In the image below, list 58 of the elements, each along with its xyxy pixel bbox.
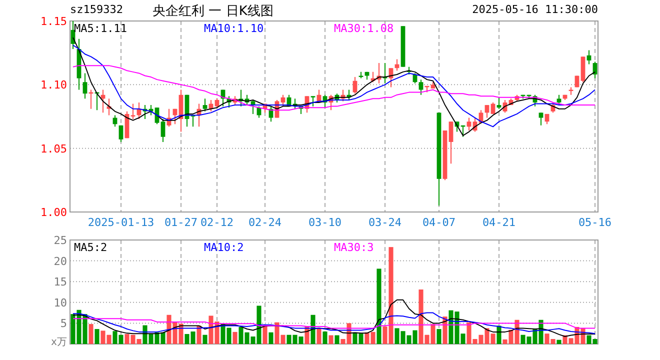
x-tick-label: 01-27	[164, 216, 198, 229]
candlestick	[82, 72, 88, 100]
y-tick-label: 20	[54, 254, 67, 268]
text: MA30:1.08	[334, 22, 394, 35]
x-tick-label: 02-24	[248, 216, 282, 229]
bar	[322, 332, 328, 344]
y-tick-label: 1.15	[40, 15, 67, 28]
bar	[328, 335, 334, 344]
x-tick-label: 05-16	[578, 216, 612, 229]
text: MA5:2	[74, 241, 108, 254]
candlestick	[556, 94, 562, 106]
y-tick-label: 15	[54, 276, 67, 289]
chart-title: 央企红利 一 日K线图	[152, 4, 274, 19]
y-tick-label: 25	[54, 234, 67, 247]
bar	[88, 324, 94, 344]
bar	[202, 334, 208, 344]
text: MA30:3	[334, 241, 374, 254]
bar	[232, 332, 238, 344]
candlestick	[352, 76, 358, 94]
bar	[262, 326, 268, 344]
bar	[268, 332, 274, 344]
x-tick-label: 04-21	[482, 216, 516, 229]
text: MA10:1.10	[204, 22, 264, 35]
y-tick-label: 1.10	[40, 78, 67, 92]
bar	[376, 268, 382, 344]
bar	[94, 329, 100, 344]
y-tick-label: 5	[60, 317, 67, 330]
y-tick-label: 1.05	[40, 142, 67, 156]
y-tick-label: 1.00	[40, 206, 67, 219]
y-tick-label: 10	[54, 296, 67, 310]
candlestick	[130, 103, 136, 120]
bar	[334, 335, 340, 344]
line-series	[72, 44, 596, 128]
text: sz159332	[70, 3, 123, 16]
line-series	[72, 312, 596, 334]
x-tick-label: 04-07	[422, 216, 456, 229]
line-series	[72, 299, 596, 338]
candlestick	[418, 79, 424, 96]
bar	[196, 326, 202, 344]
series-label: MA5:1.11	[74, 22, 127, 35]
text: 2025-05-16 11:30:00	[472, 3, 598, 16]
candlestick	[448, 121, 454, 164]
candlestick	[310, 96, 316, 107]
x-tick-label: 03-10	[308, 216, 342, 229]
x-tick-label: 03-24	[368, 216, 402, 229]
text: MA10:2	[204, 241, 244, 254]
line-series	[72, 318, 596, 329]
x-tick-label: 02-12	[200, 216, 234, 229]
y-axis-title: x万	[50, 337, 67, 348]
candlestick	[484, 104, 490, 118]
candlestick	[160, 118, 166, 142]
candlestick	[202, 98, 208, 112]
candlestick	[118, 124, 124, 142]
bar	[316, 328, 322, 344]
candlestick	[538, 112, 544, 126]
bar	[556, 340, 562, 344]
bar	[436, 329, 442, 344]
x-tick-label: 2025-01-13	[88, 216, 154, 229]
